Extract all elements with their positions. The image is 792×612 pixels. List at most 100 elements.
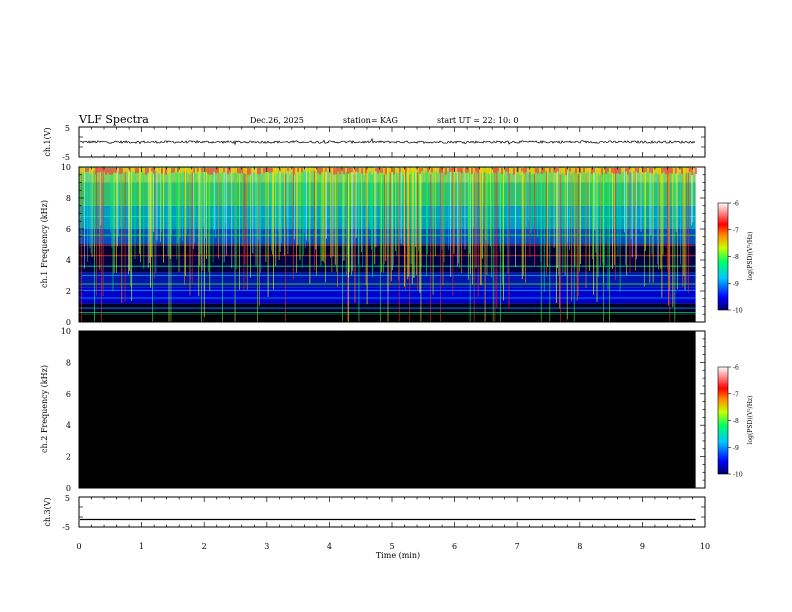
spectrogram-speckle (615, 168, 617, 174)
spectrogram-speckle (401, 168, 403, 174)
spectrogram-speckle (121, 168, 123, 174)
spectrogram-speckle (563, 168, 565, 174)
spectrogram-speckle (411, 168, 413, 172)
ch1-ytick-top: 5 (65, 124, 70, 133)
spectrogram-speckle (575, 168, 577, 174)
ch2-spectrogram-ytick-label: 4 (66, 421, 71, 430)
spectrogram-speckle (635, 168, 637, 172)
spectrogram-speckle (255, 168, 257, 175)
colorbar-tick-label: -10 (733, 308, 743, 315)
ch2-colorbar (717, 366, 729, 475)
spectrogram-speckle (673, 168, 675, 174)
spectrogram-speckle (441, 168, 443, 173)
panel-ch2-spectrogram: 0 2 4 6 8 10 ch.2 Frequency (kHz) -6 -7 -8 -9 -10… (40, 327, 754, 493)
spectrogram-speckle (683, 168, 685, 172)
spectrogram-speckle (147, 168, 149, 174)
spectrogram-speckle (177, 168, 179, 172)
spectrogram-speckle (515, 168, 517, 174)
ch2-spectrogram-ytick-label: 0 (66, 484, 71, 493)
spectrogram-speckle (243, 168, 245, 174)
spectrogram-speckle (459, 168, 461, 173)
spectrogram-speckle (291, 168, 293, 172)
spectrogram-speckle (417, 168, 419, 173)
spectrogram-speckle (505, 168, 507, 172)
spectrogram-speckle (507, 168, 509, 173)
spectrogram-speckle (627, 168, 629, 175)
spectrogram-speckle (397, 168, 399, 174)
spectrogram-speckle (549, 168, 551, 173)
spectrogram-speckle (319, 168, 321, 175)
spectrogram-speckle (493, 168, 495, 173)
spectrogram-speckle (601, 168, 603, 175)
spectrogram-speckle (197, 168, 199, 172)
spectrogram-speckle (117, 168, 119, 172)
spectrogram-speckle (395, 168, 397, 173)
spectrogram-speckle (83, 168, 85, 173)
spectrogram-speckle (193, 168, 195, 173)
spectrogram-speckle (439, 168, 441, 174)
spectrogram-speckle (457, 168, 459, 172)
spectrogram-speckle (383, 168, 385, 175)
spectrogram-speckle (87, 168, 89, 172)
spectrogram-speckle (377, 168, 379, 174)
x-axis-tick-label: 10 (700, 542, 710, 551)
spectrogram-speckle (545, 168, 547, 172)
spectrogram-speckle (263, 168, 265, 173)
spectrogram-speckle (113, 168, 115, 173)
spectrogram-speckle (423, 168, 425, 174)
spectrogram-speckle (109, 168, 111, 175)
spectrogram-speckle (687, 168, 689, 174)
spectrogram-speckle (669, 168, 671, 173)
spectrogram-speckle (171, 168, 173, 174)
spectrogram-speckle (573, 168, 575, 172)
spectrogram-speckle (225, 168, 227, 174)
spectrogram-speckle (597, 168, 599, 174)
spectrogram-speckle (585, 168, 587, 174)
panel-ch1-spectrogram: 0 2 4 6 8 10 ch.1 Frequency (kHz) -6 -7 -8 -9 -10… (40, 163, 754, 327)
spectrogram-speckle (551, 168, 553, 172)
ch3-ytick-bottom: -5 (62, 523, 70, 532)
spectrogram-speckle (227, 168, 229, 175)
panel-ch3-waveform: 5 -5 ch.3(V) (43, 494, 706, 532)
figure-title: VLF Spectra (78, 113, 149, 126)
spectrogram-speckle (571, 168, 573, 174)
spectrogram-speckle (183, 168, 185, 172)
spectrogram-speckle (567, 168, 569, 173)
spectrogram-speckle (561, 168, 563, 174)
spectrogram-speckle (93, 168, 95, 172)
spectrogram-speckle (165, 168, 167, 175)
colorbar-tick-label: -9 (733, 445, 739, 452)
spectrogram-speckle (195, 168, 197, 174)
spectrogram-speckle (547, 168, 549, 174)
spectrogram-speckle (367, 168, 369, 174)
ch3-waveform-ylabel: ch.3(V) (43, 497, 52, 526)
spectrogram-speckle (321, 168, 323, 173)
spectrogram-speckle (607, 168, 609, 172)
ch1-spectrogram-ylabel: ch.1 Frequency (kHz) (40, 200, 49, 288)
spectrogram-speckle (149, 168, 151, 172)
ch2-spectrogram-ytick-label: 6 (66, 390, 71, 399)
colorbar-tick-label: -7 (733, 391, 739, 398)
spectrogram-speckle (155, 168, 157, 172)
spectrogram-speckle (323, 168, 325, 172)
spectrogram-speckle (625, 168, 627, 172)
spectrogram-speckle (249, 168, 251, 175)
spectrogram-speckle (331, 168, 333, 172)
spectrogram-speckle (489, 168, 491, 175)
spectrogram-speckle (519, 168, 521, 175)
spectrogram-speckle (621, 168, 623, 173)
spectrogram-speckle (311, 168, 313, 172)
spectrogram-speckle (633, 168, 635, 172)
spectrogram-speckle (435, 168, 437, 172)
spectrogram-speckle (381, 168, 383, 174)
spectrogram-speckle (465, 168, 467, 173)
spectrogram-speckle (537, 168, 539, 174)
spectrogram-speckle (135, 168, 137, 174)
x-axis-tick-label: 8 (577, 542, 582, 551)
station-label: station= KAG (343, 116, 398, 125)
ch1-waveform-ylabel: ch.1(V) (43, 127, 52, 156)
spectrogram-speckle (355, 168, 357, 172)
spectrogram-speckle (163, 168, 165, 172)
spectrogram-speckle (279, 168, 281, 172)
spectrogram-speckle (111, 168, 113, 175)
